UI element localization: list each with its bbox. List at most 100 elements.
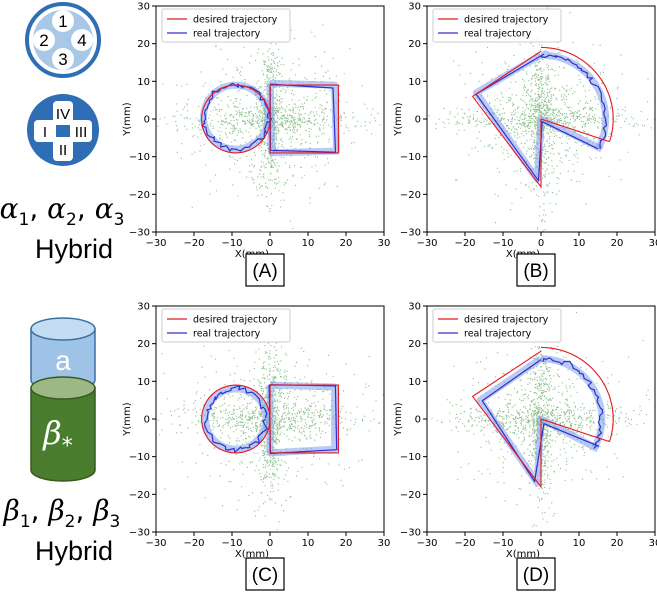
y-tick-label: 10 xyxy=(137,77,150,88)
small-circle-label-1: 1 xyxy=(58,12,67,31)
y-tick-label: −30 xyxy=(400,528,421,539)
legend-label-desired: desired trajectory xyxy=(193,15,278,26)
x-tick-label: 30 xyxy=(649,238,657,249)
scatter-cloud xyxy=(428,7,655,232)
small-circle-label-2: 2 xyxy=(39,31,48,50)
y-tick-label: 0 xyxy=(144,415,150,426)
large-circle-label-II: II xyxy=(59,142,67,159)
real-trajectory-line-1 xyxy=(542,357,604,449)
y-axis-label: Y(mm) xyxy=(393,402,404,436)
panel-label-box xyxy=(245,253,285,287)
real-trajectory-band-1 xyxy=(266,381,339,457)
small-circle-label-3: 3 xyxy=(58,50,67,69)
desired-trajectory-line-1 xyxy=(269,84,339,154)
real-trajectory-line-1 xyxy=(269,83,337,153)
desired-trajectory-line-1 xyxy=(540,346,614,442)
chart-panel-B: −30−30−20−20−10−1000101020203030X(mm)Y(m… xyxy=(393,2,657,287)
x-tick-label: 0 xyxy=(538,238,544,249)
y-tick-label: 30 xyxy=(137,302,150,313)
y-tick-label: −20 xyxy=(129,190,150,201)
y-tick-label: −10 xyxy=(400,452,421,463)
legend: desired trajectory real trajectory xyxy=(432,8,562,43)
legend-label-real: real trajectory xyxy=(464,329,532,340)
x-axis-label: X(mm) xyxy=(235,549,269,560)
chart-panel-D: −30−30 −20 −20 −10 −10 0 0 10 10 20 20 30 30 X(mm) Y(m… xyxy=(393,302,657,591)
legend-label-desired: desired trajectory xyxy=(464,315,549,326)
desired-trajectory-line-1 xyxy=(269,384,339,454)
y-tick-label: 20 xyxy=(408,39,421,50)
x-tick-label: −30 xyxy=(416,538,437,549)
real-trajectory-line-0 xyxy=(203,385,268,453)
y-tick-label: 30 xyxy=(137,2,150,13)
desired-trajectory-line-0 xyxy=(471,350,610,489)
x-tick-label: 0 xyxy=(267,538,273,549)
legend-box xyxy=(161,8,291,43)
y-tick-label: 20 xyxy=(408,339,421,350)
y-tick-label: −30 xyxy=(400,228,421,239)
plot-area xyxy=(157,309,384,531)
small-cylinder-label: a xyxy=(55,345,71,376)
scatter-points xyxy=(428,7,655,232)
small-electrode-circle: 1 2 3 4 xyxy=(25,2,101,78)
desired-trajectory-line-0 xyxy=(201,384,271,454)
x-tick-label: −30 xyxy=(145,238,166,249)
legend-label-desired: desired trajectory xyxy=(464,15,549,26)
alpha-formula: α1, α2, α3 xyxy=(0,192,124,230)
x-axis-label: X(mm) xyxy=(506,549,540,560)
real-trajectory-band-0 xyxy=(476,355,600,487)
panel-label: (B) xyxy=(523,261,548,282)
legend-label-real: real trajectory xyxy=(193,29,261,40)
x-tick-label: −20 xyxy=(183,538,204,549)
scatter-points xyxy=(157,309,384,531)
x-tick-label: 20 xyxy=(611,538,624,549)
legend: desired trajectory real trajectory xyxy=(161,308,291,343)
large-circle-label-III: III xyxy=(75,124,88,141)
chart-panel-A: −30−30−20−20−10−1000101020203030X(mm)Y(m… xyxy=(122,2,391,287)
legend-label-real: real trajectory xyxy=(193,329,261,340)
top-hybrid-caption: Hybrid xyxy=(35,234,113,264)
y-tick-label: −20 xyxy=(129,490,150,501)
large-circle-label-I: I xyxy=(43,124,47,141)
plot-area xyxy=(428,7,655,232)
x-tick-label: 10 xyxy=(573,238,586,249)
y-tick-label: 0 xyxy=(415,115,421,126)
panel-label: (C) xyxy=(252,565,278,586)
y-tick-label: −20 xyxy=(400,190,421,201)
y-axis-label: Y(mm) xyxy=(393,102,404,136)
legend: desired trajectory real trajectory xyxy=(432,308,562,343)
desired-trajectory-line-1 xyxy=(540,46,614,142)
x-tick-label: −20 xyxy=(454,238,475,249)
legend-box xyxy=(161,308,291,343)
chart-panel-C: −30−30 −20 −20 −10 −10 0 0 10 10 20 20 30 30 X(mm) Y(m… xyxy=(122,302,391,591)
y-tick-label: 10 xyxy=(137,377,150,388)
panel-label: (A) xyxy=(252,261,277,282)
x-tick-label: −10 xyxy=(492,238,513,249)
y-tick-label: 30 xyxy=(408,2,421,13)
legend: desired trajectory real trajectory xyxy=(161,8,291,43)
x-tick-label: −30 xyxy=(416,238,437,249)
real-trajectory-line-1 xyxy=(540,54,608,150)
panel-label: (D) xyxy=(523,565,549,586)
x-tick-label: −10 xyxy=(221,538,242,549)
x-tick-label: 20 xyxy=(340,538,353,549)
left-top-group: 1 2 3 4 IV I III II α1, α2, α3 Hybrid xyxy=(0,2,124,264)
y-axis-label: Y(mm) xyxy=(122,102,133,136)
large-electrode-circle: IV I III II xyxy=(27,94,99,166)
plot-area xyxy=(427,310,650,532)
x-tick-label: −20 xyxy=(454,538,475,549)
real-trajectory-line-0 xyxy=(475,53,599,182)
x-tick-label: −20 xyxy=(183,238,204,249)
legend-label-desired: desired trajectory xyxy=(193,315,278,326)
legend-label-real: real trajectory xyxy=(464,29,532,40)
x-tick-label: 30 xyxy=(378,538,391,549)
y-tick-label: 10 xyxy=(408,377,421,388)
desired-trajectory-line-0 xyxy=(471,50,610,189)
small-circle-label-4: 4 xyxy=(77,31,86,50)
x-tick-label: −30 xyxy=(145,538,166,549)
bottom-hybrid-caption: Hybrid xyxy=(35,536,113,566)
large-circle-label-IV: IV xyxy=(56,106,70,123)
x-tick-label: 30 xyxy=(378,238,391,249)
x-tick-label: 10 xyxy=(573,538,586,549)
x-tick-label: 20 xyxy=(611,238,624,249)
